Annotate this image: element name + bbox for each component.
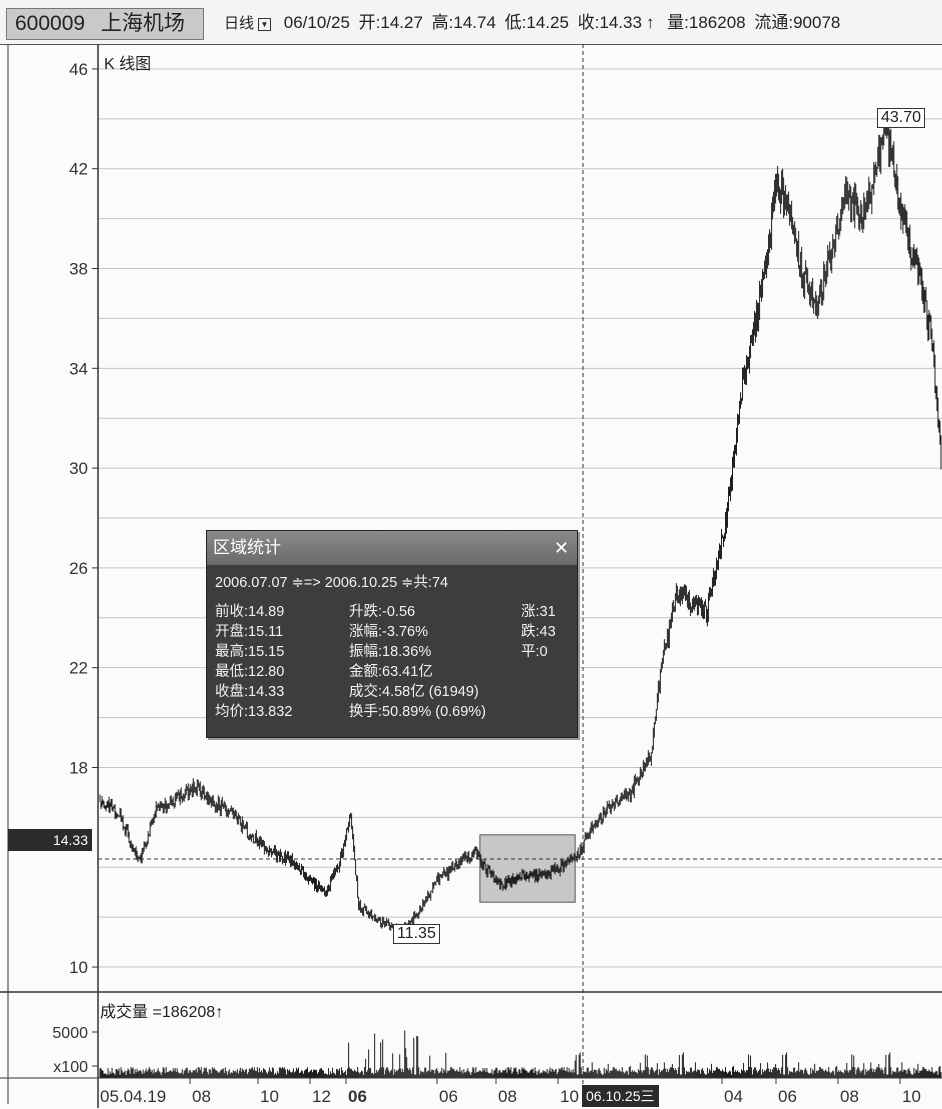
x-tick-label: 06 — [778, 1087, 797, 1106]
volume-title-label: 成交量 — [100, 1004, 149, 1021]
up-arrow-icon: ↑ — [645, 13, 655, 32]
stats-grid: 前收:14.89 开盘:15.11 最高:15.15 最低:12.80 收盘:1… — [207, 596, 577, 736]
volume-value: =186208 — [152, 1004, 216, 1021]
x-tick-label: 10 — [260, 1087, 279, 1106]
y-tick-label: 46 — [69, 60, 88, 79]
stat-amount: 金额:63.41亿 — [349, 664, 433, 680]
stat-down-count: 跌:43 — [521, 624, 556, 640]
y-tick-label: 34 — [69, 359, 88, 378]
x-tick-label: 06 — [439, 1087, 458, 1106]
x-tick-label: 05.04.19 — [100, 1087, 166, 1106]
region-stats-dialog[interactable]: 区域统计 ✕ 2006.07.07 ≑=> 2006.10.25 ≑共:74 前… — [206, 530, 578, 738]
y-axis: 10 18 22 26 30 34 38 42 46 — [69, 60, 98, 977]
stat-change-pct: 涨幅:-3.76% — [349, 624, 428, 640]
y-tick-label: 18 — [69, 758, 88, 777]
y-tick-label: 30 — [69, 459, 88, 478]
quote-float: 流通:90078 — [754, 13, 841, 32]
quote-date: 06/10/25 — [283, 13, 350, 32]
stat-low: 最低:12.80 — [215, 664, 285, 680]
stat-flat-count: 平:0 — [521, 644, 548, 660]
quote-close-value: 收:14.33 — [577, 13, 642, 32]
stat-prev-close: 前收:14.89 — [215, 604, 285, 620]
quote-open: 开:14.27 — [358, 13, 423, 32]
volume-tick-label: x100 — [53, 1059, 88, 1076]
selection-box — [479, 834, 576, 903]
cursor-date-tag: 06.10.25三 — [582, 1085, 659, 1107]
selection-region — [479, 834, 576, 903]
quote-line: 日线 ▼ 06/10/25 开:14.27 高:14.74 低:14.25 收:1… — [224, 10, 844, 37]
x-tick-label: 04 — [724, 1087, 743, 1106]
stat-turnover-rate: 换手:50.89% (0.69%) — [349, 704, 487, 720]
quote-high: 高:14.74 — [431, 13, 496, 32]
quote-close: 收:14.33 ↑ — [578, 13, 659, 32]
stock-name: 上海机场 — [100, 12, 185, 35]
stat-close: 收盘:14.33 — [215, 684, 285, 700]
x-tick-label: 12 — [312, 1087, 331, 1106]
min-price-label: 11.35 — [393, 924, 440, 944]
volume-bars: 5000 x100 — [52, 1025, 942, 1078]
stock-code-box[interactable]: 600009 上海机场 — [6, 8, 204, 40]
y-tick-label: 38 — [69, 260, 88, 279]
stat-open: 开盘:15.11 — [215, 624, 284, 640]
x-tick-label: 10 — [902, 1087, 921, 1106]
grid — [98, 68, 942, 968]
x-tick-label: 06 — [348, 1087, 367, 1106]
axes — [0, 44, 942, 1108]
x-tick-label: 08 — [840, 1087, 859, 1106]
period-selector[interactable]: 日线 ▼ — [224, 15, 275, 32]
y-tick-label: 10 — [69, 958, 88, 977]
volume-panel-title: 成交量 =186208↑ — [100, 998, 223, 1022]
stat-high: 最高:15.15 — [215, 644, 285, 660]
max-price-label: 43.70 — [877, 108, 926, 128]
stat-up-count: 涨:31 — [521, 604, 556, 620]
x-tick-label: 10 — [560, 1087, 579, 1106]
up-arrow-icon: ↑ — [215, 1004, 224, 1021]
stat-turnover: 成交:4.58亿 (61949) — [349, 684, 479, 700]
stat-amplitude: 振幅:18.36% — [349, 644, 432, 660]
quote-low: 低:14.25 — [504, 13, 569, 32]
stat-avg-price: 均价:13.832 — [215, 704, 293, 720]
y-tick-label: 22 — [69, 659, 88, 678]
current-price-tag: 14.33 — [8, 829, 92, 851]
x-tick-label: 08 — [498, 1087, 517, 1106]
y-tick-label: 26 — [69, 559, 88, 578]
x-axis-labels: 05.04.19 08 10 12 06 06 08 10 04 06 08 10 — [97, 1078, 921, 1106]
dropdown-arrow-icon[interactable]: ▼ — [258, 17, 272, 31]
y-tick-label: 42 — [69, 160, 88, 179]
quote-header-bar: 600009 上海机场 日线 ▼ 06/10/25 开:14.27 高:14.74… — [0, 0, 942, 45]
dialog-title: 区域统计 — [213, 538, 281, 557]
dialog-titlebar[interactable]: 区域统计 ✕ — [207, 531, 577, 565]
quote-volume: 量:186208 — [667, 13, 746, 32]
price-panel-title: K 线图 — [104, 56, 152, 73]
candles — [99, 108, 942, 935]
volume-tick-label: 5000 — [52, 1025, 88, 1042]
close-icon[interactable]: ✕ — [553, 538, 569, 558]
period-label: 日线 — [224, 15, 255, 32]
x-tick-label: 08 — [192, 1087, 211, 1106]
stock-code: 600009 — [15, 12, 86, 35]
date-range: 2006.07.07 ≑=> 2006.10.25 ≑共:74 — [215, 575, 449, 591]
stat-change: 升跌:-0.56 — [349, 604, 416, 620]
